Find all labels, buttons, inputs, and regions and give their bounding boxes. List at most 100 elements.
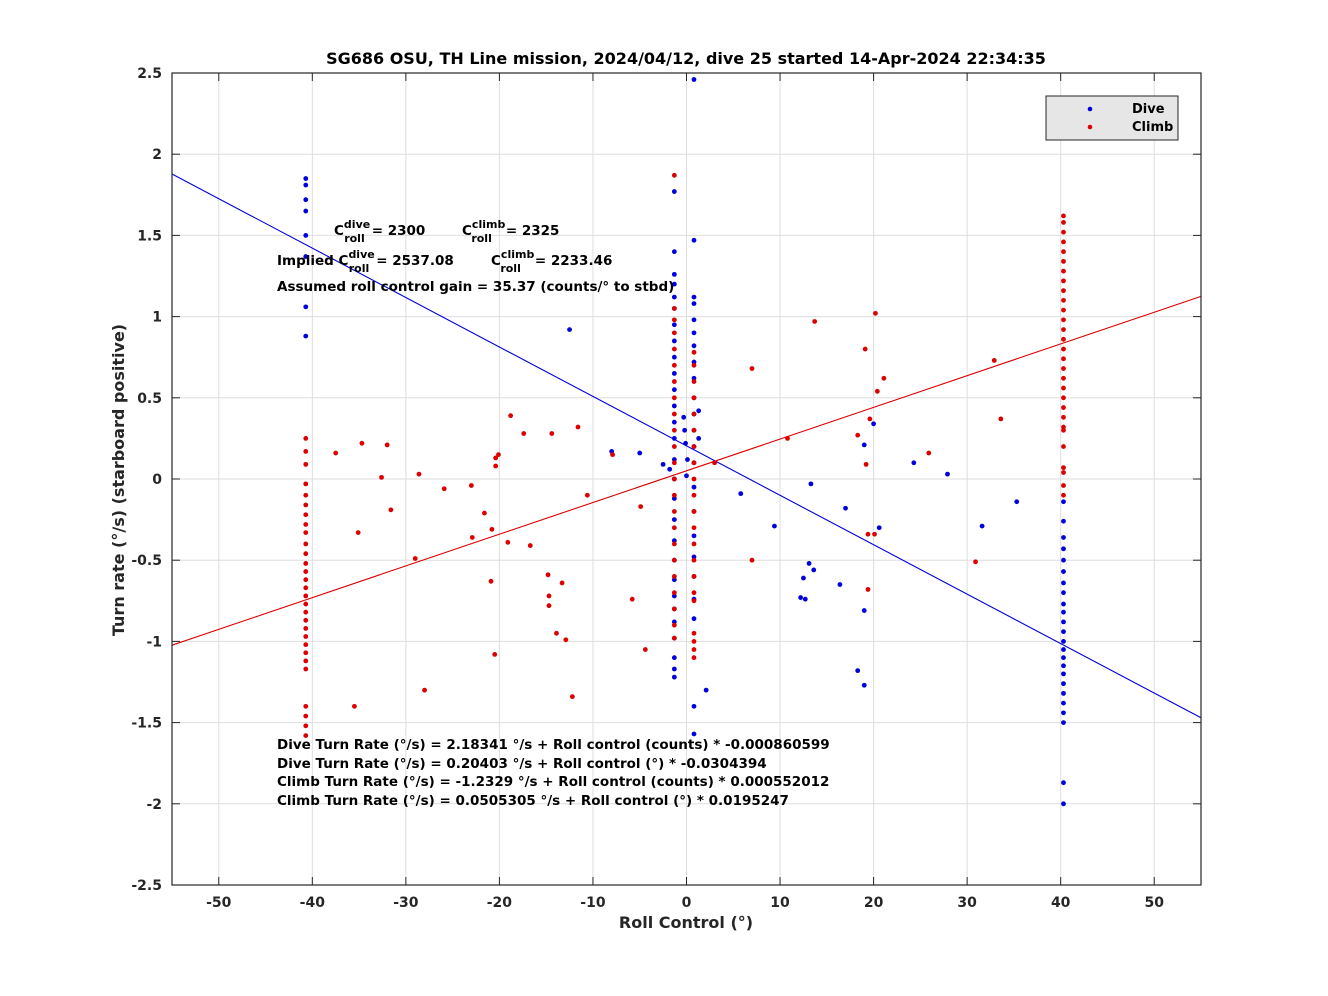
point-dive — [1061, 590, 1066, 596]
point-climb — [671, 379, 677, 384]
point-dive — [685, 457, 690, 462]
point-climb — [691, 395, 697, 401]
point-climb — [1061, 444, 1066, 449]
point-climb — [303, 512, 309, 518]
point-dive — [876, 525, 882, 531]
point-dive — [1061, 639, 1066, 644]
point-climb — [1061, 327, 1066, 332]
x-tick-label: 0 — [682, 895, 692, 911]
point-dive — [671, 403, 677, 409]
point-dive — [703, 687, 709, 693]
point-dive — [806, 561, 812, 566]
point-dive — [660, 461, 666, 467]
point-climb — [303, 593, 309, 599]
point-climb — [691, 460, 697, 466]
point-climb — [333, 450, 339, 456]
point-dive — [1061, 499, 1066, 505]
y-tick-label: -2 — [146, 797, 162, 813]
point-dive — [1061, 681, 1066, 687]
point-climb — [1061, 258, 1066, 264]
point-climb — [496, 452, 501, 458]
point-climb — [1061, 249, 1066, 255]
point-dive — [671, 354, 677, 360]
climb-fit-counts: Climb Turn Rate (°/s) = -1.2329 °/s + Ro… — [277, 774, 829, 790]
point-climb — [1061, 239, 1066, 245]
legend-marker-dive — [1087, 106, 1093, 112]
point-dive — [801, 575, 806, 581]
point-climb — [1061, 268, 1066, 274]
x-tick-label: 10 — [770, 895, 790, 911]
fit-line-dive — [171, 173, 1202, 719]
point-climb — [303, 626, 309, 631]
point-climb — [441, 486, 447, 492]
point-dive — [1061, 655, 1066, 661]
point-dive — [1061, 569, 1066, 574]
point-dive — [691, 294, 697, 300]
point-climb — [559, 580, 565, 586]
point-climb — [303, 609, 309, 615]
point-dive — [303, 197, 309, 203]
point-climb — [1061, 317, 1066, 323]
point-climb — [671, 317, 677, 323]
point-climb — [867, 416, 873, 422]
point-climb — [691, 630, 697, 636]
point-climb — [493, 463, 499, 469]
point-dive — [1061, 780, 1066, 786]
point-climb — [812, 319, 818, 324]
point-climb — [303, 642, 309, 648]
point-climb — [546, 603, 552, 609]
point-climb — [303, 551, 309, 557]
point-climb — [1061, 356, 1066, 362]
point-climb — [749, 557, 755, 563]
point-dive — [637, 450, 643, 456]
point-climb — [642, 647, 648, 652]
legend-box — [1045, 95, 1179, 141]
point-climb — [671, 330, 677, 336]
point-climb — [1061, 366, 1066, 371]
point-climb — [691, 647, 697, 652]
point-dive — [1061, 700, 1066, 706]
point-climb — [355, 530, 361, 535]
point-climb — [303, 448, 309, 454]
point-dive — [696, 408, 702, 414]
point-climb — [872, 531, 877, 537]
point-dive — [691, 731, 697, 737]
point-climb — [549, 431, 555, 436]
legend-marker-climb — [1087, 124, 1093, 130]
point-climb — [384, 442, 390, 448]
point-dive — [1061, 609, 1066, 615]
y-tick-label: 1 — [152, 310, 162, 326]
point-climb — [303, 492, 309, 498]
point-dive — [738, 491, 744, 497]
y-tick-label: -1 — [146, 634, 162, 650]
point-climb — [998, 416, 1004, 422]
point-dive — [1061, 580, 1066, 586]
point-climb — [303, 569, 309, 574]
point-dive — [1061, 546, 1066, 552]
point-climb — [671, 590, 677, 596]
point-climb — [563, 637, 569, 643]
y-tick-label: 2 — [152, 147, 162, 163]
x-tick-label: 40 — [1051, 895, 1071, 911]
point-dive — [843, 505, 848, 511]
point-climb — [671, 395, 677, 401]
point-climb — [469, 535, 475, 540]
point-dive — [671, 294, 677, 300]
x-tick-label: 50 — [1144, 895, 1164, 911]
point-climb — [691, 541, 697, 547]
point-dive — [303, 208, 309, 214]
point-dive — [671, 371, 677, 376]
point-dive — [1061, 690, 1066, 696]
point-climb — [873, 310, 878, 316]
point-dive — [691, 533, 697, 539]
point-climb — [554, 630, 559, 636]
point-dive — [667, 466, 673, 472]
point-climb — [691, 590, 697, 596]
point-dive — [682, 427, 688, 433]
point-dive — [671, 249, 677, 255]
point-climb — [303, 481, 309, 487]
point-dive — [671, 189, 677, 194]
point-dive — [1014, 499, 1020, 505]
x-tick-label: 20 — [864, 895, 884, 911]
